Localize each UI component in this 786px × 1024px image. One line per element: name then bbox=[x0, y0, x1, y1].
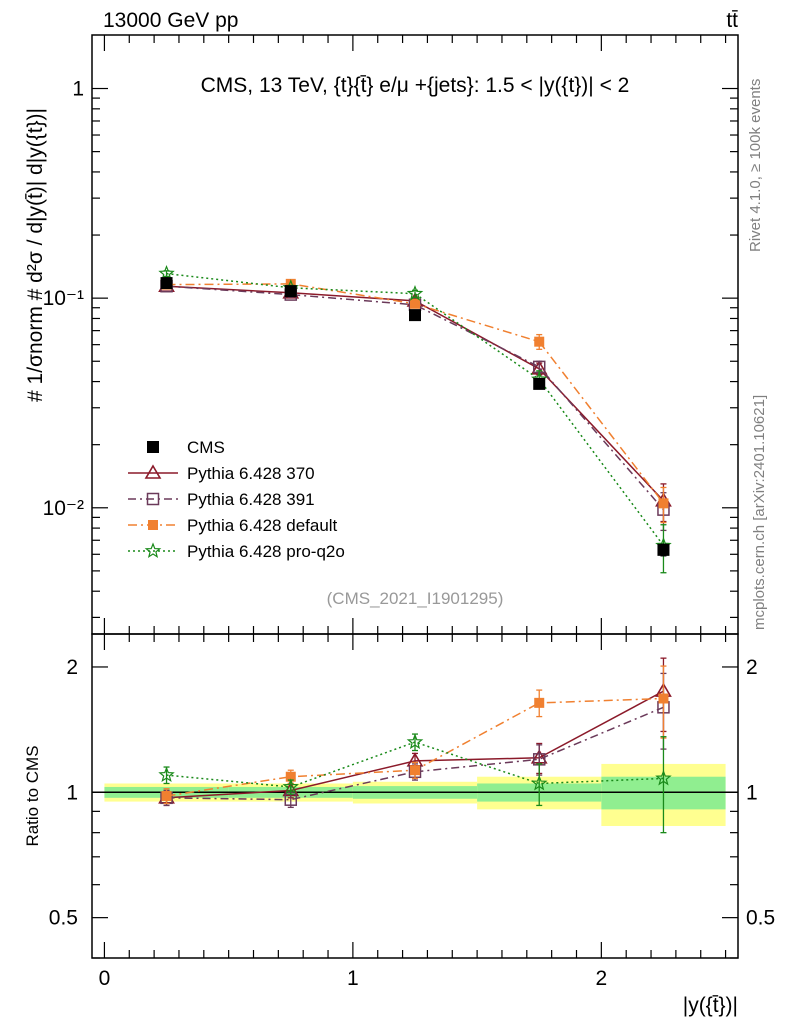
legend-item: Pythia 6.428 pro-q2o bbox=[128, 542, 345, 561]
cms-point bbox=[533, 377, 546, 390]
pythia-6-428-default-point bbox=[285, 771, 296, 782]
pythia-6-428-default-point bbox=[658, 498, 669, 509]
legend-label: Pythia 6.428 370 bbox=[187, 464, 315, 483]
pythia-6-428-pro-q2o-point bbox=[530, 774, 548, 791]
ratio-axis-ticks: 0.5 0.5 1 1 2 2 0 1 2 bbox=[49, 634, 775, 990]
pythia-6-428-pro-q2o-point bbox=[406, 285, 424, 301]
ratio-ytick-label-left: 2 bbox=[66, 656, 78, 679]
ratio-xtick-label: 2 bbox=[596, 967, 608, 990]
legend-marker bbox=[144, 464, 162, 479]
pythia-6-428-pro-q2o-point bbox=[282, 778, 299, 794]
main-ytick-label: 10⁻² bbox=[43, 497, 84, 520]
main-ytick-label: 1 bbox=[72, 78, 84, 101]
xlabel: |y({t̄})| bbox=[683, 994, 738, 1017]
cms-point bbox=[657, 543, 670, 556]
pythia-6-428-default-point bbox=[658, 693, 669, 704]
cms-point bbox=[284, 285, 297, 298]
pythia-6-428-391-line bbox=[166, 706, 664, 801]
pythia-6-428-default-point bbox=[410, 765, 420, 776]
pythia-6-428-pro-q2o-point bbox=[158, 264, 175, 281]
legend-item: Pythia 6.428 391 bbox=[128, 490, 315, 509]
legend-marker bbox=[146, 492, 160, 506]
ratio-frame bbox=[91, 633, 739, 959]
ratio-ytick-label-left: 0.5 bbox=[49, 907, 78, 930]
main-panel bbox=[158, 264, 672, 574]
legend-item: Pythia 6.428 370 bbox=[128, 464, 315, 483]
pythia-6-428-default-point bbox=[534, 336, 545, 347]
header-left: 13000 GeV pp bbox=[103, 9, 238, 32]
cms-point bbox=[160, 277, 173, 290]
mcplots-label: mcplots.cern.ch [arXiv:2401.10621] bbox=[751, 395, 768, 630]
ratio-ylabel: Ratio to CMS bbox=[23, 745, 42, 846]
ratio-ytick-label-right: 2 bbox=[746, 656, 758, 679]
legend-label: Pythia 6.428 391 bbox=[187, 490, 315, 509]
legend-marker bbox=[144, 542, 162, 559]
pythia-6-428-default-point bbox=[410, 298, 420, 309]
pythia-6-428-default-point bbox=[285, 278, 296, 289]
ratio-xtick-label: 0 bbox=[99, 967, 111, 990]
ratio-ytick-label-right: 1 bbox=[746, 781, 758, 804]
legend-label: Pythia 6.428 pro-q2o bbox=[187, 542, 345, 561]
ratio-panel bbox=[92, 657, 738, 834]
legend: CMS Pythia 6.428 370 Pythia 6.428 391 Pythi… bbox=[128, 438, 345, 561]
pythia-6-428-default-point bbox=[534, 697, 545, 708]
legend-item: CMS bbox=[147, 438, 225, 457]
main-title: CMS, 13 TeV, {t}{t̄} e/μ +{jets}: 1.5 < … bbox=[201, 74, 630, 97]
rivet-label: Rivet 4.1.0, ≥ 100k events bbox=[747, 79, 764, 252]
legend-item: Pythia 6.428 default bbox=[128, 516, 338, 535]
analysis-id: (CMS_2021_I1901295) bbox=[327, 589, 504, 608]
legend-marker bbox=[148, 520, 158, 530]
pythia-6-428-pro-q2o-point bbox=[655, 769, 672, 786]
pythia-6-428-pro-q2o-point bbox=[158, 766, 175, 783]
cms-point bbox=[409, 309, 421, 322]
pythia-6-428-pro-q2o-point bbox=[406, 733, 424, 750]
main-ytick-label: 10⁻¹ bbox=[43, 287, 84, 310]
ratio-ytick-label-left: 1 bbox=[66, 781, 78, 804]
pythia-6-428-391-line bbox=[166, 285, 665, 511]
legend-marker bbox=[147, 441, 159, 453]
header-right: tt̄ bbox=[726, 9, 738, 32]
legend-label: Pythia 6.428 default bbox=[187, 516, 338, 535]
legend-label: CMS bbox=[187, 438, 225, 457]
ratio-ytick-label-right: 0.5 bbox=[746, 907, 775, 930]
pythia-6-428-default-point bbox=[161, 790, 172, 801]
main-ylabel: # 1/σnorm # d²σ / d|y(t̄)| d|y({t})| bbox=[24, 108, 47, 402]
ratio-xtick-label: 1 bbox=[347, 967, 359, 990]
main-axis-ticks: 10⁻² 10⁻¹ 1 bbox=[43, 35, 738, 634]
